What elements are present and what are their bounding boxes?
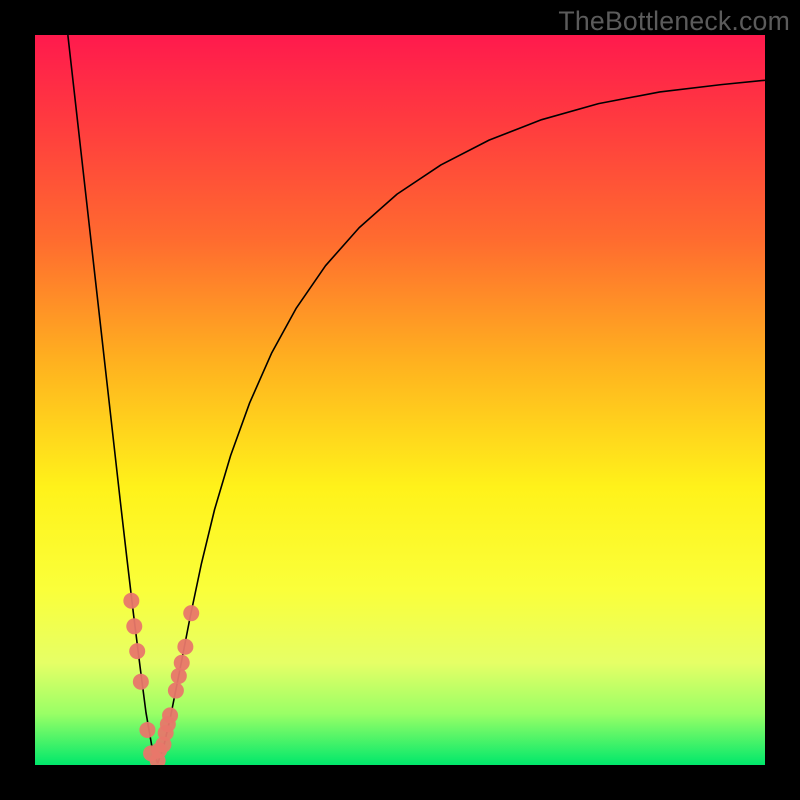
chart-frame: TheBottleneck.com <box>0 0 800 800</box>
data-marker <box>177 639 193 655</box>
data-marker <box>133 674 149 690</box>
data-marker <box>168 683 184 699</box>
gradient-background <box>35 35 765 765</box>
watermark-text: TheBottleneck.com <box>558 6 790 37</box>
data-marker <box>139 722 155 738</box>
data-marker <box>162 707 178 723</box>
bottleneck-curve-chart <box>35 35 765 765</box>
plot-area <box>35 35 765 765</box>
data-marker <box>126 618 142 634</box>
data-marker <box>123 593 139 609</box>
data-marker <box>174 655 190 671</box>
data-marker <box>183 605 199 621</box>
data-marker <box>171 668 187 684</box>
data-marker <box>129 643 145 659</box>
